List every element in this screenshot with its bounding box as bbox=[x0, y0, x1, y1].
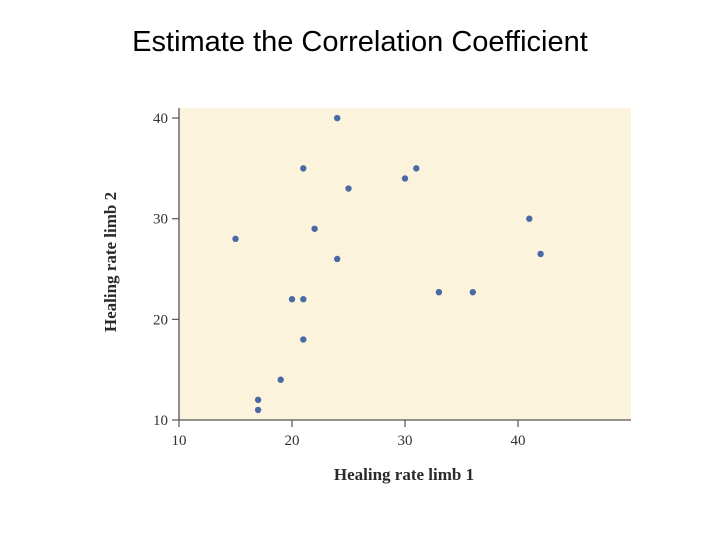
y-tick-label: 40 bbox=[153, 111, 168, 127]
y-tick-label: 10 bbox=[153, 413, 168, 429]
data-point bbox=[254, 396, 262, 404]
data-point bbox=[300, 165, 307, 172]
data-point bbox=[288, 296, 296, 303]
slide-title: Estimate the Correlation Coefficient bbox=[132, 26, 588, 58]
x-tick-label: 20 bbox=[285, 433, 300, 449]
y-axis-ticks: 10 20 30 40 bbox=[153, 111, 179, 429]
data-points bbox=[232, 114, 544, 414]
data-point bbox=[232, 235, 239, 243]
x-tick-label: 40 bbox=[511, 433, 526, 449]
data-point bbox=[277, 376, 284, 383]
data-point bbox=[413, 165, 420, 172]
data-point bbox=[254, 406, 262, 414]
y-tick-label: 20 bbox=[153, 312, 168, 328]
x-axis-title: Healing rate limb 1 bbox=[334, 465, 474, 484]
data-point bbox=[537, 250, 544, 258]
data-point bbox=[300, 296, 307, 303]
x-tick-label: 30 bbox=[398, 433, 413, 449]
x-tick-label: 10 bbox=[172, 433, 187, 449]
data-point bbox=[401, 175, 409, 182]
data-point bbox=[334, 114, 341, 122]
data-point bbox=[300, 336, 307, 343]
x-axis-ticks: 10 20 30 40 bbox=[172, 420, 526, 449]
y-axis-title: Healing rate limb 2 bbox=[101, 192, 120, 332]
data-point bbox=[334, 255, 341, 263]
data-point bbox=[469, 288, 476, 296]
y-tick-label: 30 bbox=[153, 212, 168, 228]
data-point bbox=[311, 225, 318, 232]
data-point bbox=[526, 215, 533, 222]
plot-area bbox=[179, 108, 631, 420]
data-point bbox=[345, 185, 352, 192]
data-point bbox=[435, 288, 443, 296]
